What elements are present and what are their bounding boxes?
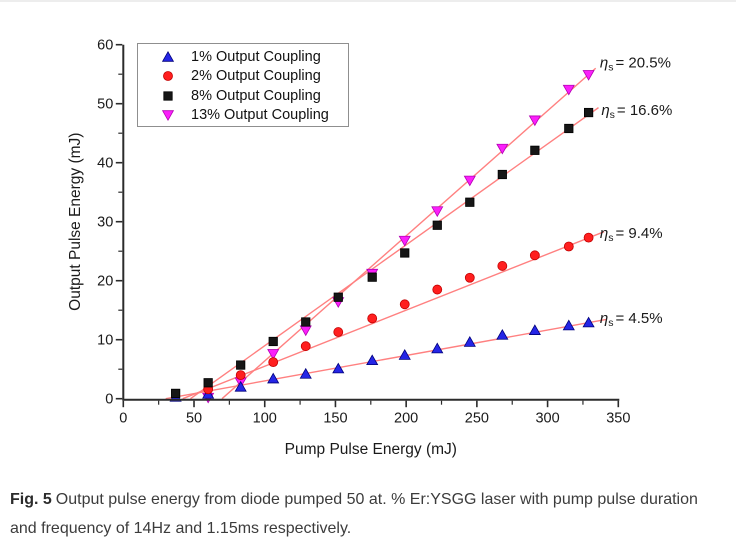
triangle-up-marker: [398, 349, 411, 360]
square-marker: [333, 292, 343, 302]
circle-marker: [235, 370, 246, 381]
triangle-up-marker: [161, 50, 175, 62]
square-marker: [367, 272, 377, 282]
legend-triangle-up-icon: [161, 50, 175, 62]
circle-marker: [583, 232, 594, 243]
circle-marker: [268, 357, 279, 368]
triangle-up-marker: [299, 367, 312, 379]
y-axis-label: Output Pulse Energy (mJ): [67, 133, 84, 311]
legend-label: 1% Output Coupling: [191, 48, 321, 65]
figure-caption-text: Output pulse energy from diode pumped 50…: [10, 491, 698, 537]
y-tick-label: 10: [97, 333, 113, 349]
square-marker: [400, 248, 410, 258]
efficiency-annotations: ηs = 4.5% ηs = 9.4% ηs = 16.6% ηs = 20.5%: [600, 54, 672, 328]
triangle-up-marker: [528, 324, 541, 335]
circle-marker: [432, 284, 443, 295]
efficiency-annotation: ηs = 16.6%: [601, 102, 672, 121]
triangle-down-marker: [398, 235, 411, 247]
square-marker: [268, 336, 278, 347]
triangle-down-marker: [562, 84, 575, 96]
series-2-output-coupling: [203, 232, 594, 395]
legend-item-2-output-coupling: 2% Output Coupling: [138, 67, 348, 87]
legend-circle-icon: [163, 71, 173, 82]
legend-item-13-output-coupling: 13% Output Coupling: [138, 106, 348, 126]
triangle-up-marker: [366, 354, 379, 366]
triangle-down-marker: [161, 110, 175, 122]
figure-caption: Fig. 5 Output pulse energy from diode pum…: [10, 486, 724, 543]
y-tick-label: 50: [97, 97, 113, 113]
triangle-up-marker: [431, 342, 444, 354]
circle-marker: [399, 299, 410, 310]
legend-item-8-output-coupling: 8% Output Coupling: [138, 86, 348, 106]
y-tick-label: 40: [97, 156, 113, 172]
circle-marker: [497, 261, 508, 271]
x-tick-label: 0: [119, 411, 127, 427]
triangle-down-marker: [528, 115, 541, 127]
figure-5: 0 50 100 150 200 250 300 350 0 10 20 30 40 50 60 Pump P…: [0, 2, 736, 472]
legend-label: 13% Output Coupling: [191, 107, 329, 124]
square-marker: [236, 360, 246, 370]
circle-marker: [300, 341, 311, 352]
x-tick-label: 200: [394, 411, 418, 427]
square-marker: [301, 317, 311, 327]
square-marker: [171, 388, 181, 398]
circle-marker: [367, 313, 378, 324]
triangle-up-marker: [496, 328, 509, 340]
legend-label: 2% Output Coupling: [191, 68, 321, 85]
triangle-up-marker: [267, 372, 280, 384]
triangle-down-marker: [431, 206, 444, 218]
triangle-down-marker: [299, 325, 312, 337]
tick-labels: 0 50 100 150 200 250 300 350 0 10 20 30 40 50 60: [97, 38, 630, 427]
y-tick-label: 60: [97, 38, 113, 54]
fit-line: [190, 107, 599, 400]
fit-line: [182, 231, 605, 400]
y-tick-label: 0: [105, 392, 113, 408]
square-marker: [163, 91, 173, 101]
scatter-plot: 0 50 100 150 200 250 300 350 0 10 20 30 40 50 60 Pump P…: [67, 38, 672, 458]
square-marker: [564, 123, 574, 134]
circle-marker: [563, 241, 574, 252]
square-marker: [203, 378, 213, 388]
triangle-down-marker: [463, 175, 476, 187]
square-marker: [530, 145, 540, 155]
square-marker: [432, 220, 442, 230]
legend-label: 8% Output Coupling: [191, 87, 321, 104]
efficiency-annotation: ηs = 20.5%: [600, 54, 671, 73]
triangle-up-marker: [332, 362, 345, 374]
x-tick-label: 250: [465, 411, 489, 427]
triangle-up-marker: [582, 316, 595, 328]
circle-marker: [464, 272, 475, 283]
legend-item-1-output-coupling: 1% Output Coupling: [138, 47, 348, 67]
square-marker: [465, 197, 475, 207]
efficiency-annotation: ηs = 4.5%: [600, 310, 663, 329]
x-tick-label: 100: [253, 411, 277, 427]
triangle-down-marker: [496, 143, 509, 155]
y-tick-label: 30: [97, 215, 113, 231]
chart-legend: 1% Output Coupling 2% Output Coupling 8% O…: [137, 43, 349, 127]
y-tick-label: 20: [97, 274, 113, 290]
x-tick-label: 350: [606, 411, 630, 427]
square-marker: [584, 107, 594, 118]
figure-number: Fig. 5: [10, 491, 52, 508]
fit-line: [165, 318, 608, 400]
x-tick-label: 300: [535, 411, 559, 427]
x-tick-label: 50: [186, 411, 202, 427]
circle-marker: [529, 250, 540, 261]
x-axis-label: Pump Pulse Energy (mJ): [285, 441, 457, 458]
triangle-down-marker: [582, 70, 595, 81]
legend-square-icon: [163, 91, 173, 101]
triangle-up-marker: [234, 380, 247, 392]
triangle-up-marker: [463, 336, 476, 347]
circle-marker: [333, 327, 344, 337]
legend-triangle-down-icon: [161, 110, 175, 122]
series-8-output-coupling: [171, 107, 594, 398]
efficiency-annotation: ηs = 9.4%: [600, 225, 663, 244]
triangle-down-marker: [267, 349, 280, 360]
x-tick-label: 150: [323, 411, 347, 427]
triangle-up-marker: [562, 319, 575, 331]
square-marker: [497, 169, 507, 180]
axes: [115, 43, 620, 408]
circle-marker: [163, 71, 173, 82]
